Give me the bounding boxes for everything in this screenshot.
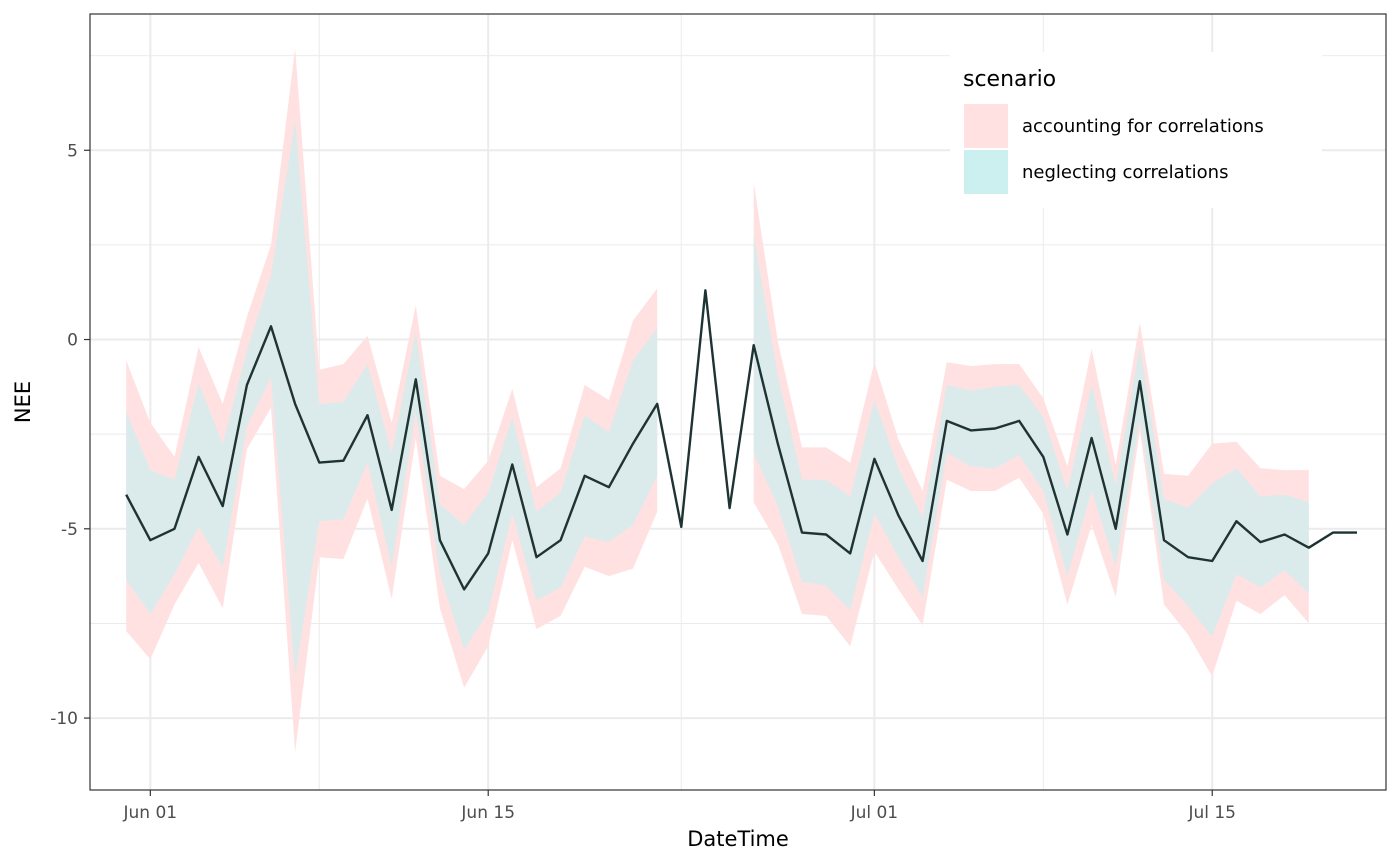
legend: scenario accounting for correlations neg…: [950, 52, 1322, 208]
legend-key-accounting: [964, 104, 1008, 148]
y-axis-title: NEE: [11, 381, 35, 423]
x-tick-label: Jun 01: [123, 803, 178, 823]
series-lines: [125, 289, 1357, 591]
x-tick-label: Jun 15: [460, 803, 515, 823]
y-tick-label: -5: [61, 520, 78, 540]
x-axis: Jun 01 Jun 15 Jul 01 Jul 15: [123, 790, 1236, 823]
legend-title: scenario: [963, 67, 1056, 92]
band-accounting-correlations: [126, 48, 658, 753]
legend-background: [950, 52, 1322, 208]
y-tick-label: 5: [67, 141, 78, 161]
panel-border: [89, 13, 1387, 791]
band-neglecting-correlations: [753, 235, 1309, 637]
x-axis-title: DateTime: [687, 827, 789, 851]
legend-label-accounting: accounting for correlations: [1022, 116, 1264, 137]
y-tick-label: 0: [67, 331, 78, 351]
x-tick-label: Jul 15: [1187, 803, 1236, 823]
legend-label-neglecting: neglecting correlations: [1022, 162, 1228, 183]
uncertainty-bands: [126, 48, 1309, 753]
series-line-nee: [125, 289, 1357, 591]
legend-key-neglecting: [964, 150, 1008, 194]
y-tick-label: -10: [50, 709, 78, 729]
x-tick-label: Jul 01: [850, 803, 899, 823]
band-neglecting-correlations: [126, 120, 658, 677]
y-axis: 5 0 -5 -10: [50, 141, 90, 729]
